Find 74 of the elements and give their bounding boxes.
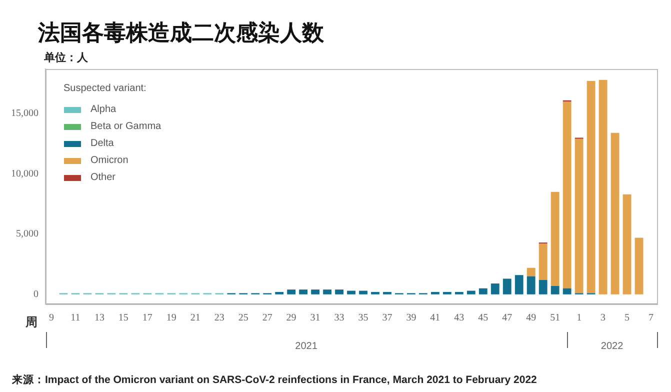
bar [538, 280, 548, 294]
bar [299, 290, 308, 294]
bar [526, 268, 536, 276]
bar [490, 284, 500, 294]
x-tick-label: 25 [238, 312, 248, 324]
legend-title: Suspected variant: [64, 83, 148, 94]
x-tick-label: 33 [334, 312, 344, 324]
bar [454, 292, 464, 294]
x-tick-label: 29 [286, 312, 296, 324]
text: 2022 [600, 341, 624, 352]
x-tick-label: 49 [526, 312, 536, 324]
x-tick-label: 9 [48, 312, 54, 324]
y-axis-title: 单位：人 [44, 50, 88, 65]
legend-label: Beta or Gamma [90, 121, 162, 132]
bar [526, 276, 536, 294]
bar [514, 275, 524, 294]
legend-label: Delta [90, 138, 114, 149]
x-tick-label: 41 [430, 312, 440, 324]
x-tick-label: 21 [190, 312, 200, 324]
chart-title: 法国各毒株造成二次感染人数 [38, 19, 324, 47]
bar [287, 290, 296, 294]
source-note: 来源：Impact of the Omicron variant on SARS-CoV-2 reinfections in France, March 2021 to February 2022 [12, 373, 537, 387]
x-tick-label: 13 [94, 312, 104, 324]
legend-label: Alpha [90, 104, 116, 115]
x-tick-label: 11 [70, 312, 80, 324]
x-tick-label: 51 [550, 312, 560, 324]
bar [311, 290, 320, 294]
bar [323, 290, 332, 294]
bar [550, 192, 560, 286]
bar [562, 288, 572, 294]
y-tick-label: 10,000 [11, 168, 38, 180]
bar [538, 244, 548, 280]
bar [634, 238, 644, 294]
x-tick-label: 7 [648, 312, 654, 324]
bar [383, 292, 392, 294]
y-tick-label: 0 [34, 288, 38, 300]
bar [598, 80, 608, 294]
bar [275, 292, 284, 294]
legend-label: Omicron [90, 155, 128, 166]
x-tick-label: 31 [310, 312, 320, 324]
bar [335, 290, 344, 294]
x-tick-label: 1 [576, 312, 582, 324]
x-tick-label: 15 [118, 312, 128, 324]
y-tick-label: 5,000 [16, 228, 38, 240]
x-tick-label: 47 [502, 312, 512, 324]
x-tick-label: 37 [382, 312, 392, 324]
legend-label: Other [90, 172, 116, 183]
bar [622, 194, 632, 294]
bar [502, 278, 512, 294]
x-tick-label: 5 [624, 312, 630, 324]
bar [359, 290, 368, 294]
bar [550, 286, 560, 294]
x-tick-label: 3 [600, 312, 606, 324]
x-tick-label: 39 [406, 312, 416, 324]
x-tick-label: 19 [166, 312, 176, 324]
bar [371, 292, 380, 294]
bar [562, 102, 572, 288]
bar [610, 132, 620, 294]
x-tick-label: 17 [142, 312, 152, 324]
bar [442, 292, 452, 294]
y-tick-label: 15,000 [11, 108, 38, 120]
bar [347, 290, 356, 294]
x-tick-label: 43 [454, 312, 464, 324]
x-tick-label: 23 [214, 312, 224, 324]
bar [466, 290, 476, 294]
x-tick-label: 27 [262, 312, 272, 324]
x-tick-label: 45 [478, 312, 488, 324]
bar [478, 288, 488, 294]
bar [586, 81, 596, 294]
bar [430, 292, 440, 294]
x-tick-label: 35 [358, 312, 368, 324]
x-axis-title: 周 [26, 314, 38, 331]
bar [574, 138, 584, 294]
text: 2021 [295, 341, 318, 352]
